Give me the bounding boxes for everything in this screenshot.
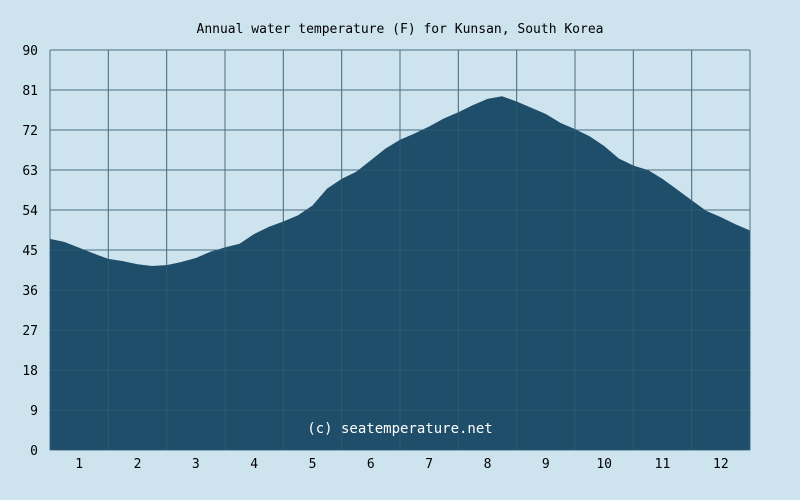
x-tick-label: 4 bbox=[250, 457, 258, 472]
y-tick-label: 54 bbox=[22, 204, 38, 219]
x-axis-ticks: 1 2 3 4 5 6 7 8 9 10 11 12 bbox=[75, 457, 728, 472]
x-tick-label: 6 bbox=[367, 457, 375, 472]
chart-title: Annual water temperature (F) for Kunsan,… bbox=[197, 22, 604, 37]
y-tick-label: 36 bbox=[22, 284, 38, 299]
x-tick-label: 10 bbox=[596, 457, 612, 472]
x-tick-label: 12 bbox=[713, 457, 729, 472]
x-tick-label: 8 bbox=[484, 457, 492, 472]
x-tick-label: 2 bbox=[134, 457, 142, 472]
y-tick-label: 81 bbox=[22, 84, 38, 99]
y-tick-label: 27 bbox=[22, 324, 38, 339]
y-axis-ticks: 0 9 18 27 36 45 54 63 72 81 90 bbox=[22, 44, 38, 459]
x-tick-label: 1 bbox=[75, 457, 83, 472]
watermark-text: (c) seatemperature.net bbox=[307, 421, 492, 437]
y-tick-label: 45 bbox=[22, 244, 38, 259]
x-tick-label: 11 bbox=[655, 457, 671, 472]
y-tick-label: 72 bbox=[22, 124, 38, 139]
x-tick-label: 7 bbox=[425, 457, 433, 472]
x-tick-label: 3 bbox=[192, 457, 200, 472]
y-tick-label: 9 bbox=[30, 404, 38, 419]
y-tick-label: 0 bbox=[30, 444, 38, 459]
y-tick-label: 90 bbox=[22, 44, 38, 59]
x-tick-label: 9 bbox=[542, 457, 550, 472]
y-tick-label: 18 bbox=[22, 364, 38, 379]
temperature-area-series bbox=[50, 96, 750, 450]
x-tick-label: 5 bbox=[309, 457, 317, 472]
y-tick-label: 63 bbox=[22, 164, 38, 179]
grid-overlay bbox=[49, 49, 751, 451]
